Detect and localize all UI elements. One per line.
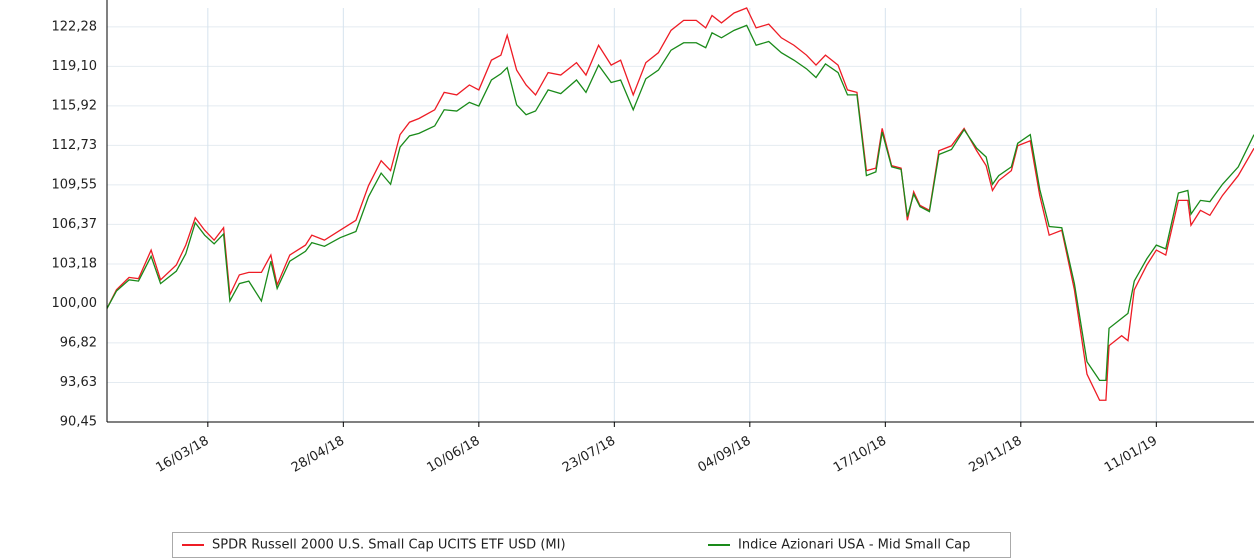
y-tick-label: 112,73 (52, 138, 98, 153)
x-tick-label: 11/01/19 (1102, 434, 1160, 476)
y-tick-label: 115,92 (52, 98, 98, 113)
y-tick-label: 119,10 (52, 59, 98, 74)
y-tick-label: 122,28 (52, 19, 98, 34)
legend-box (172, 532, 1011, 558)
y-tick-label: 93,63 (60, 375, 97, 390)
axes: 90,45 93,63 96,82 100,00 103,18 106,37 109,55 1… (52, 0, 1254, 476)
y-tick-label: 106,37 (52, 217, 98, 232)
y-tick-label: 100,00 (52, 296, 98, 311)
y-tick-label: 90,45 (60, 415, 97, 430)
x-tick-label: 10/06/18 (425, 434, 483, 476)
x-tick-label: 16/03/18 (154, 434, 212, 476)
x-tick-label: 29/11/18 (967, 434, 1025, 476)
legend-label: Indice Azionari USA - Mid Small Cap (738, 538, 970, 553)
legend-label: SPDR Russell 2000 U.S. Small Cap UCITS E… (212, 538, 566, 553)
series-line (106, 24, 1254, 382)
x-tick-label: 23/07/18 (560, 434, 618, 476)
lines (106, 7, 1254, 401)
y-tick-label: 103,18 (52, 256, 98, 271)
y-tick-label: 96,82 (60, 335, 97, 350)
y-tick-label: 109,55 (52, 177, 98, 192)
x-tick-label: 17/10/18 (831, 434, 889, 476)
legend: SPDR Russell 2000 U.S. Small Cap UCITS E… (172, 532, 1011, 558)
series-line (106, 7, 1254, 401)
x-tick-label: 28/04/18 (289, 434, 347, 476)
x-tick-label: 04/09/18 (696, 434, 754, 476)
grid (107, 8, 1254, 423)
